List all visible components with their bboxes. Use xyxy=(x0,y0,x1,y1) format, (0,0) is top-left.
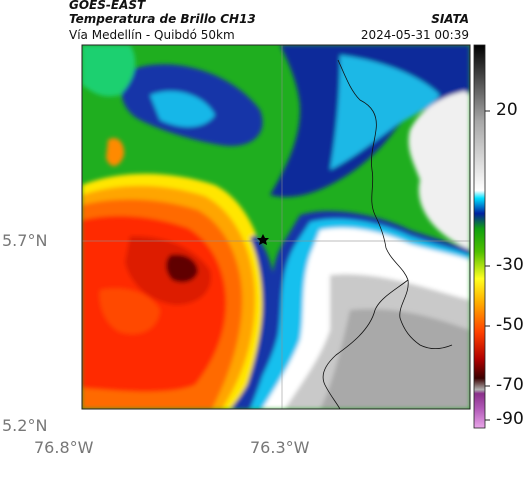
organization-label: SIATA xyxy=(431,12,469,26)
lon-tick-label: 76.8°W xyxy=(34,438,94,457)
border-lines xyxy=(322,59,453,410)
colorbar xyxy=(473,44,490,429)
lat-tick-label: 5.2°N xyxy=(2,416,48,435)
route-label: Vía Medellín - Quibdó 50km xyxy=(69,28,235,42)
plot-frame xyxy=(81,44,471,410)
star-icon xyxy=(257,234,269,245)
colorbar-tick-label: -70 xyxy=(496,375,524,395)
timestamp-label: 2024-05-31 00:39 xyxy=(360,28,469,42)
lat-tick-label: 5.7°N xyxy=(2,231,48,250)
brightness-field xyxy=(82,45,470,409)
grid-lines xyxy=(82,45,470,409)
product-title: Temperatura de Brillo CH13 xyxy=(69,12,256,26)
colorbar-tick-label: -30 xyxy=(496,255,524,275)
colorbar-tick-label: -90 xyxy=(496,409,524,429)
satellite-name: GOES-EAST xyxy=(69,0,146,12)
lon-tick-label: 76.3°W xyxy=(250,438,310,457)
colorbar-tick-label: 20 xyxy=(496,100,518,120)
colorbar-tick-label: -50 xyxy=(496,315,524,335)
